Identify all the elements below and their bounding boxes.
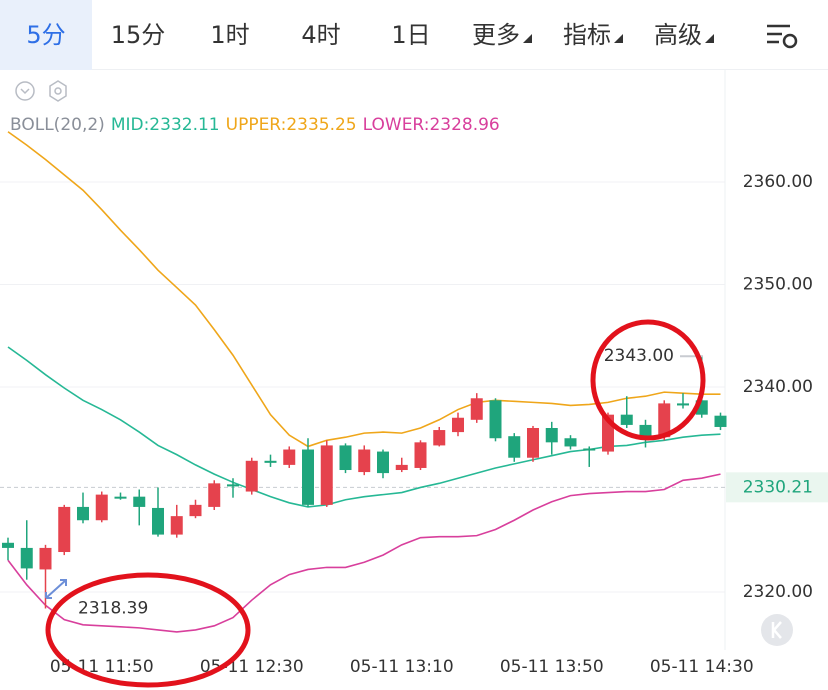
current-price-label: 2330.21 bbox=[743, 477, 813, 497]
legend-entry: LOWER:2328.96 bbox=[363, 115, 500, 135]
boll-line bbox=[7, 131, 721, 448]
candle-body bbox=[677, 403, 689, 406]
candle-body bbox=[470, 398, 483, 420]
candle-body bbox=[620, 414, 633, 425]
highlight-circle bbox=[590, 319, 706, 441]
candle-body bbox=[20, 547, 33, 569]
collapse-chevron bbox=[20, 88, 30, 95]
tab-label: 15分 bbox=[110, 21, 166, 49]
candle-body bbox=[714, 415, 727, 427]
candle-body bbox=[527, 427, 539, 458]
timeframe-tab[interactable]: 高级 bbox=[638, 0, 730, 70]
expand-icon[interactable] bbox=[45, 579, 67, 599]
candle-body bbox=[152, 507, 164, 535]
timeframe-tab[interactable]: 1时 bbox=[184, 0, 276, 70]
candle-body bbox=[639, 424, 652, 439]
layout-icon[interactable] bbox=[762, 16, 802, 56]
boll-line bbox=[7, 346, 721, 508]
settings-icon[interactable] bbox=[49, 80, 67, 102]
candle-body bbox=[208, 483, 221, 507]
tab-label: 1日 bbox=[391, 21, 431, 49]
timeframe-tab[interactable]: 1日 bbox=[366, 0, 456, 70]
tab-label: 4时 bbox=[301, 21, 341, 49]
timeframe-tab[interactable]: 4时 bbox=[276, 0, 366, 70]
x-tick-label: 05-11 14:30 bbox=[650, 657, 754, 677]
timeframe-tab[interactable]: 5分 bbox=[0, 0, 92, 70]
indicator-name: BOLL(20,2) bbox=[10, 115, 105, 135]
collapse-icon[interactable] bbox=[15, 81, 35, 101]
timeframe-tab[interactable]: 更多 bbox=[456, 0, 548, 70]
indicator-legend: BOLL(20,2) MID:2332.11 UPPER:2335.25 LOWER:… bbox=[10, 115, 500, 135]
candle-body bbox=[95, 494, 108, 521]
candle-body bbox=[2, 542, 14, 548]
tab-label: 1时 bbox=[210, 21, 250, 49]
y-tick-label: 2340.00 bbox=[743, 377, 813, 397]
tab-bar: 5分 15分 1时 4时 1日 更多 指标 高级 bbox=[0, 0, 828, 70]
y-tick-label: 2360.00 bbox=[743, 172, 813, 192]
boll-line bbox=[7, 473, 721, 633]
reset-icon bbox=[771, 621, 782, 639]
candle-body bbox=[302, 449, 314, 505]
candle-body bbox=[227, 484, 239, 487]
candle-body bbox=[414, 442, 427, 468]
tab-label: 高级 bbox=[654, 21, 702, 49]
candle-body bbox=[508, 436, 521, 458]
candle-body bbox=[395, 464, 408, 471]
candle-body bbox=[283, 449, 296, 465]
candle-body bbox=[114, 496, 127, 499]
candle-body bbox=[39, 547, 52, 570]
legend-entry: MID:2332.11 bbox=[111, 115, 220, 135]
x-tick-label: 05-11 13:50 bbox=[500, 657, 604, 677]
settings-dot bbox=[54, 87, 62, 95]
candle-body bbox=[339, 445, 352, 471]
candle-body bbox=[545, 427, 558, 443]
icon-lines bbox=[767, 24, 790, 44]
candle-body bbox=[489, 400, 502, 439]
current-price-box bbox=[726, 472, 828, 503]
dropdown-caret bbox=[614, 34, 623, 43]
reset-button[interactable] bbox=[761, 614, 793, 646]
candle-body bbox=[264, 460, 277, 463]
timeframe-tab[interactable]: 15分 bbox=[92, 0, 184, 70]
x-tick-label: 05-11 12:30 bbox=[200, 657, 304, 677]
toolbar-icons bbox=[15, 80, 67, 102]
timeframe-tab[interactable]: 指标 bbox=[548, 0, 638, 70]
y-tick-label: 2350.00 bbox=[743, 275, 813, 295]
icon-gear bbox=[782, 33, 798, 49]
candle-body bbox=[320, 445, 333, 505]
candle-body bbox=[452, 417, 464, 433]
max-label: 2343.00 bbox=[604, 346, 674, 366]
y-tick-label: 2320.00 bbox=[743, 582, 813, 602]
min-label: 2318.39 bbox=[78, 598, 148, 618]
legend-entry: UPPER:2335.25 bbox=[226, 115, 357, 135]
candle-body bbox=[564, 438, 577, 447]
x-tick-label: 05-11 13:10 bbox=[350, 657, 454, 677]
chart: BOLL(20,2) MID:2332.11 UPPER:2335.25 LOWER:… bbox=[0, 70, 828, 688]
candle-body bbox=[377, 451, 389, 474]
candle-body bbox=[133, 496, 146, 507]
tab-label: 指标 bbox=[563, 21, 611, 49]
candle-body bbox=[433, 430, 446, 446]
dropdown-caret bbox=[523, 34, 532, 43]
highlight-circle bbox=[45, 572, 251, 688]
dropdown-caret bbox=[705, 34, 714, 43]
candle-body bbox=[77, 506, 89, 521]
candle-body bbox=[658, 403, 671, 438]
x-tick-label: 05-11 11:50 bbox=[50, 657, 154, 677]
candle-body bbox=[245, 460, 258, 492]
tab-label: 更多 bbox=[472, 21, 520, 49]
tab-label: 5分 bbox=[26, 21, 66, 49]
candle-body bbox=[58, 506, 71, 553]
candle-body bbox=[583, 448, 596, 451]
annotations bbox=[45, 319, 793, 688]
candle-body bbox=[189, 504, 202, 517]
candle-body bbox=[358, 449, 371, 473]
candle-body bbox=[170, 516, 183, 535]
